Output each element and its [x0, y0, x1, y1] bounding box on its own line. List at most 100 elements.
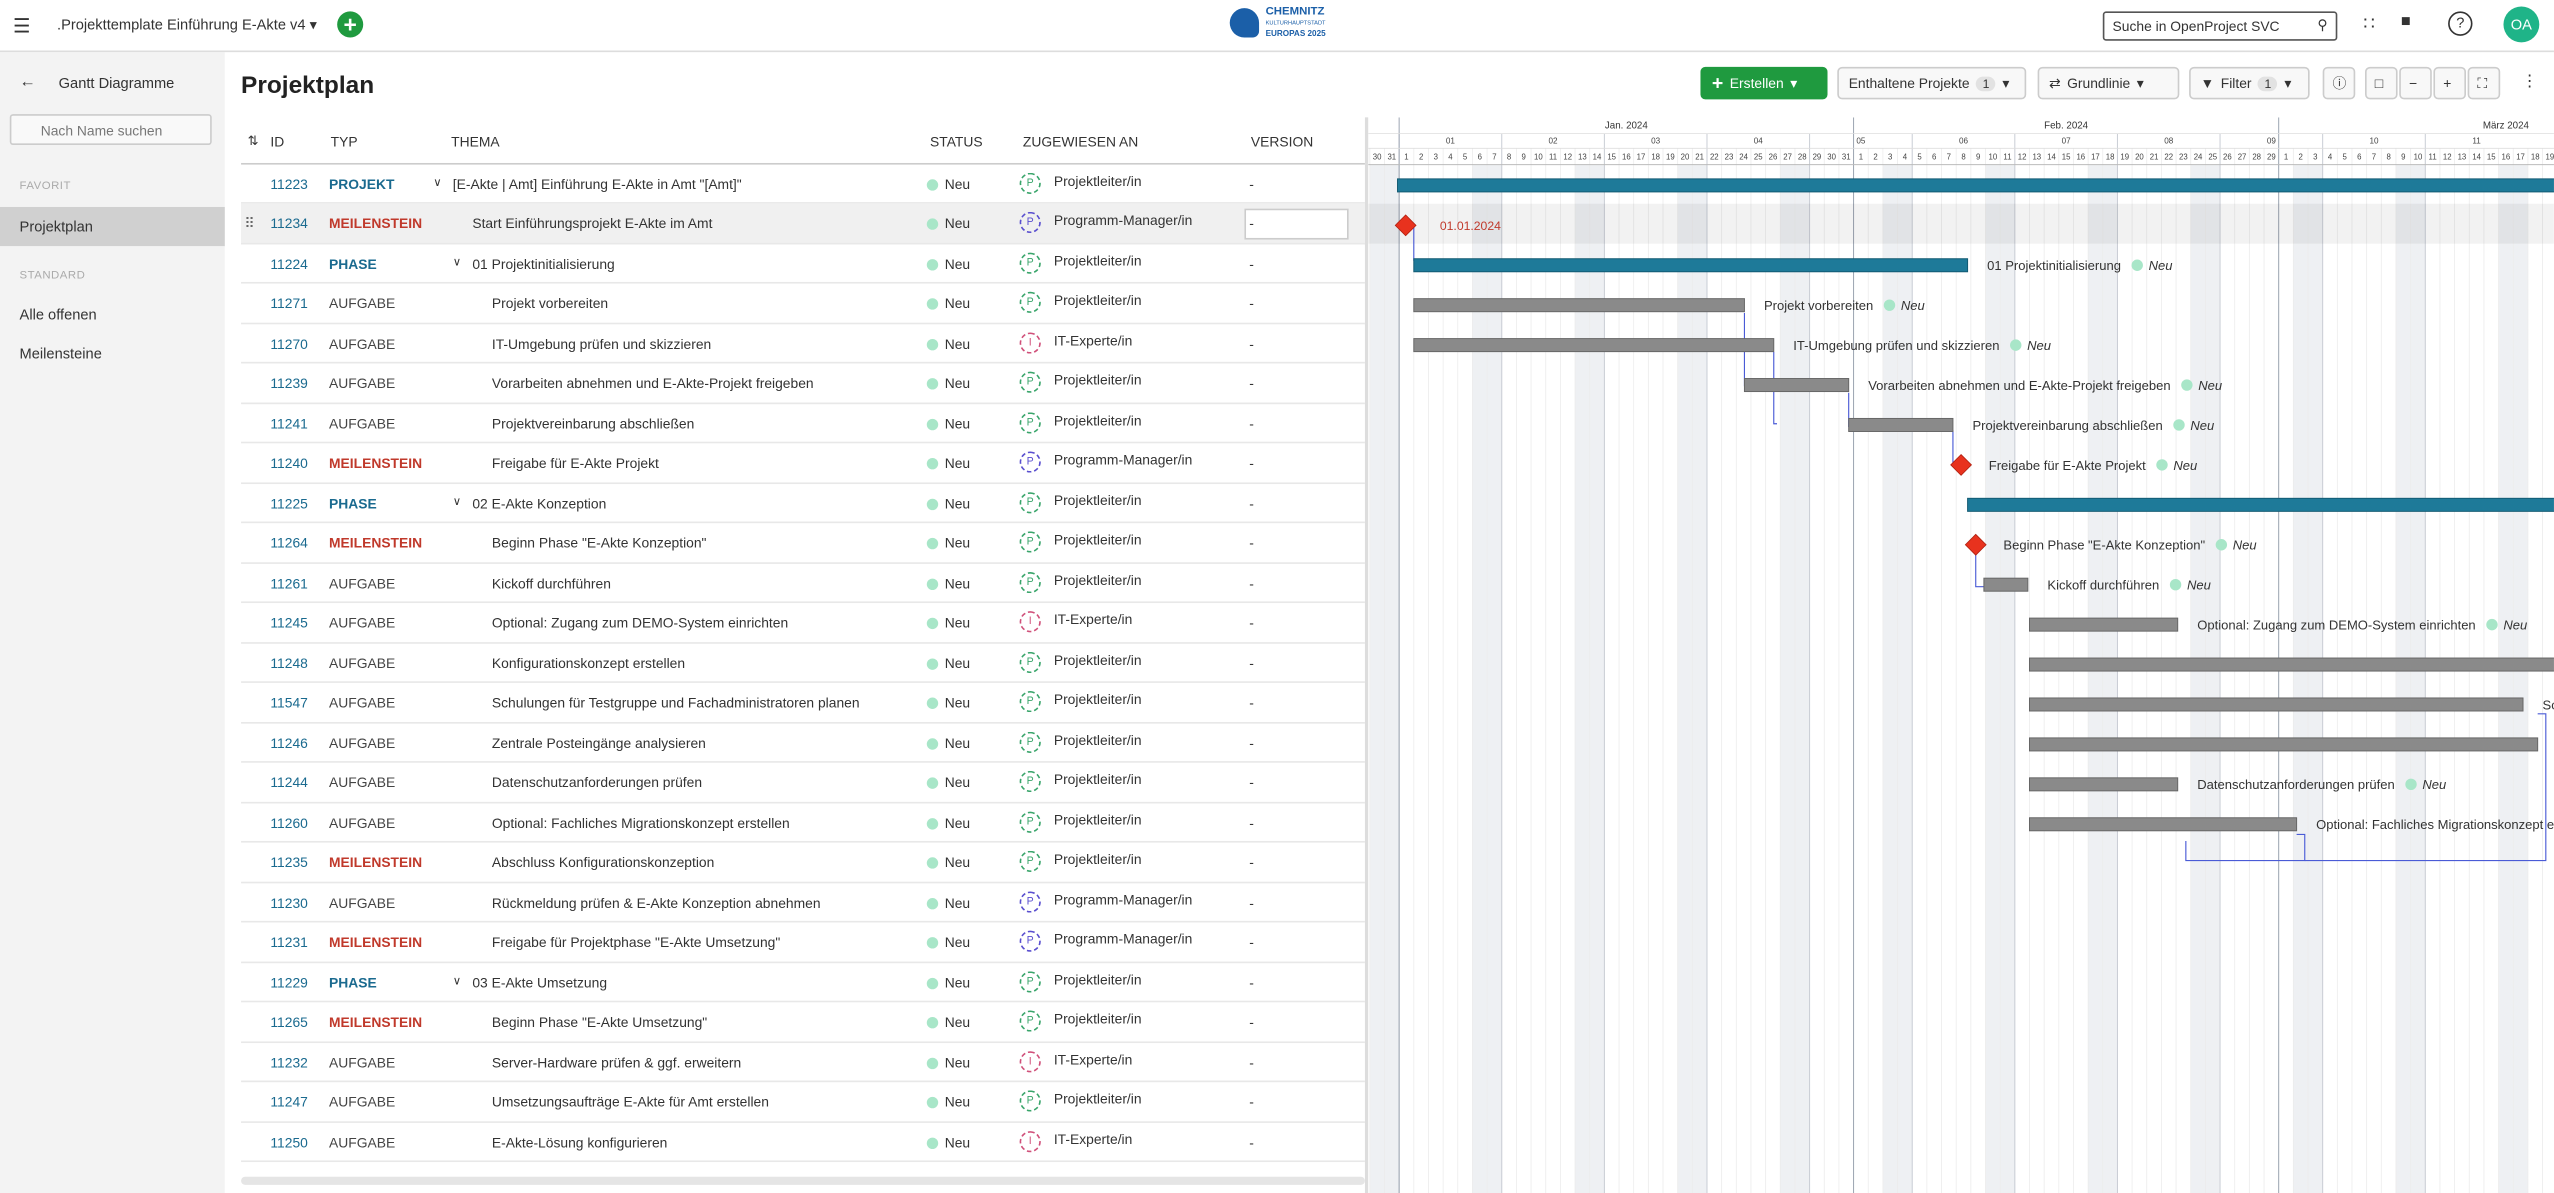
week-label: 08	[2164, 136, 2174, 145]
search-box[interactable]: Suche in OpenProject SVC ⚲	[2102, 11, 2338, 41]
expand-toggle[interactable]: ∨	[452, 256, 462, 269]
column-header[interactable]: TYP	[330, 133, 358, 150]
sort-icon[interactable]: ⇅	[247, 133, 259, 149]
cell-id[interactable]: 11239	[270, 374, 308, 392]
assignee-avatar: P	[1019, 531, 1041, 553]
table-row[interactable]: 11241 AUFGABE Projektvereinbarung abschlie…	[241, 403, 1365, 444]
add-button[interactable]: +	[337, 11, 364, 38]
table-row[interactable]: 11223 PROJEKT ∨ [E-Akte | Amt] Einführung E…	[241, 164, 1365, 204]
table-row[interactable]: 11235 MEILENSTEIN Abschluss Konfigurations…	[241, 843, 1365, 883]
table-row[interactable]: 11248 AUFGABE Konfigurationskonzept erstel…	[241, 643, 1365, 683]
table-row[interactable]: 11245 AUFGABE Optional: Zugang zum DEMO-Sy…	[241, 603, 1365, 643]
column-header[interactable]: VERSION	[1250, 133, 1314, 150]
cell-id[interactable]: 11235	[270, 854, 308, 871]
table-row[interactable]: 11547 AUFGABE Schulungen für Testgruppe un…	[241, 683, 1365, 723]
cell-id[interactable]: 11234	[270, 215, 308, 232]
cell-id[interactable]: 11246	[270, 734, 308, 751]
cell-status: Neu	[926, 204, 970, 244]
help-icon[interactable]: ?	[2448, 11, 2473, 36]
sidebar-item[interactable]: Alle offenen	[19, 306, 97, 323]
expand-toggle[interactable]: ∨	[452, 496, 462, 508]
baseline-button[interactable]: ⇄ Grundlinie ▾	[2037, 66, 2180, 100]
create-button[interactable]: + Erstellen ▾	[1700, 66, 1828, 100]
cell-id[interactable]: 11247	[270, 1093, 308, 1110]
cell-version: -	[1249, 574, 1254, 591]
table-row[interactable]: 11270 AUFGABE IT-Umgebung prüfen und skizz…	[241, 324, 1365, 364]
sidebar-search[interactable]: Nach Name suchen	[9, 114, 212, 146]
version-input[interactable]	[1244, 208, 1349, 240]
table-row[interactable]: 11260 AUFGABE Optional: Fachliches Migrati…	[241, 803, 1365, 843]
user-avatar[interactable]: OA	[2503, 6, 2540, 43]
cell-id[interactable]: 11229	[270, 973, 308, 991]
cell-id[interactable]: 11224	[270, 255, 308, 272]
info-button[interactable]: ⓘ	[2322, 66, 2356, 100]
cell-id[interactable]: 11265	[270, 1013, 308, 1031]
cell-id[interactable]: 11547	[270, 694, 308, 711]
cell-id[interactable]: 11264	[270, 534, 308, 551]
day-label: 13	[2458, 153, 2467, 162]
notifications-icon[interactable]: ■	[2400, 13, 2411, 31]
table-row[interactable]: 11230 AUFGABE Rückmeldung prüfen & E-Akte …	[241, 883, 1365, 923]
projects-button[interactable]: Enthaltene Projekte 1 ▾	[1837, 66, 2027, 100]
table-row[interactable]: 11231 MEILENSTEIN Freigabe für Projektphas…	[241, 922, 1365, 963]
status-dot	[926, 737, 939, 749]
status-dot	[2156, 459, 2168, 471]
cell-id[interactable]: 11241	[270, 414, 308, 432]
table-row[interactable]: 11271 AUFGABE Projekt vorbereiten Neu P Proje…	[241, 284, 1365, 324]
column-header[interactable]: THEMA	[451, 133, 500, 150]
table-row[interactable]: 11224 PHASE ∨ 01 Projektinitialisierung Neu P…	[241, 244, 1365, 284]
table-row[interactable]: 11239 AUFGABE Vorarbeiten abnehmen und E-A…	[241, 363, 1365, 404]
cell-id[interactable]: 11244	[270, 774, 308, 791]
table-row[interactable]: 11244 AUFGABE Datenschutzanforderungen prü…	[241, 763, 1365, 803]
table-row[interactable]: 11234 MEILENSTEIN Start Einführungsprojekt…	[241, 203, 1365, 244]
weekend-column	[1985, 164, 2001, 1193]
cell-id[interactable]: 11230	[270, 893, 308, 911]
table-row[interactable]: 11232 AUFGABE Server-Hardware prüfen & ggf…	[241, 1042, 1365, 1083]
sidebar-item[interactable]: Meilensteine	[19, 345, 102, 362]
table-row[interactable]: 11261 AUFGABE Kickoff durchführen Neu P Proje…	[241, 563, 1365, 604]
cell-id[interactable]: 11240	[270, 454, 308, 472]
back-button[interactable]: ←	[19, 73, 36, 92]
column-header[interactable]: ZUGEWIESEN AN	[1022, 133, 1139, 150]
zoom-auto-button[interactable]: □	[2365, 66, 2398, 100]
table-row[interactable]: 11265 MEILENSTEIN Beginn Phase "E-Akte Ums…	[241, 1002, 1365, 1043]
sidebar-item[interactable]: Projektplan	[19, 218, 93, 235]
cell-id[interactable]: 11248	[270, 654, 308, 671]
cell-id[interactable]: 11250	[270, 1133, 308, 1150]
cell-id[interactable]: 11260	[270, 814, 308, 831]
cell-id[interactable]: 11271	[270, 294, 308, 312]
table-row[interactable]: 11229 PHASE ∨ 03 E-Akte Umsetzung Neu P Projek…	[241, 962, 1365, 1003]
project-select[interactable]: .Projekttemplate Einführung E-Akte v4 ▾	[57, 16, 317, 33]
cell-id[interactable]: 11232	[270, 1053, 308, 1070]
drag-handle[interactable]: ⠿	[244, 215, 255, 232]
more-button[interactable]: ⋮	[2521, 73, 2538, 92]
cell-id[interactable]: 11245	[270, 614, 308, 631]
day-label: 27	[1783, 153, 1792, 162]
table-row[interactable]: 11250 AUFGABE E-Akte-Lösung konfigurieren N…	[241, 1122, 1365, 1163]
filter-button[interactable]: ▼ Filter 1 ▾	[2189, 66, 2310, 100]
assignee-avatar: P	[1019, 730, 1041, 753]
cell-version: -	[1249, 414, 1254, 432]
cell-id[interactable]: 11225	[270, 494, 308, 511]
modules-icon[interactable]: ∷	[2363, 14, 2375, 35]
menu-button[interactable]: ☰	[13, 14, 31, 38]
column-header[interactable]: ID	[270, 133, 285, 150]
cell-id[interactable]: 11261	[270, 574, 308, 591]
cell-id[interactable]: 11231	[270, 933, 308, 951]
table-row[interactable]: 11240 MEILENSTEIN Freigabe für E-Akte Proj…	[241, 443, 1365, 484]
table-row[interactable]: 11225 PHASE ∨ 02 E-Akte Konzeption Neu P Proje…	[241, 483, 1365, 524]
status-dot	[2173, 419, 2185, 431]
zoom-out-button[interactable]: −	[2399, 66, 2432, 100]
status-label: Neu	[944, 175, 971, 192]
fullscreen-button[interactable]: ⛶	[2467, 66, 2501, 100]
zoom-in-button[interactable]: +	[2433, 66, 2467, 100]
cell-id[interactable]: 11270	[270, 334, 308, 352]
cell-id[interactable]: 11223	[270, 175, 308, 192]
column-header[interactable]: STATUS	[930, 133, 983, 150]
table-row[interactable]: 11264 MEILENSTEIN Beginn Phase "E-Akte Kon…	[241, 523, 1365, 564]
table-row[interactable]: 11247 AUFGABE Umsetzungsaufträge E-Akte fü…	[241, 1082, 1365, 1123]
table-row[interactable]: 11246 AUFGABE Zentrale Posteingänge analys…	[241, 723, 1365, 763]
expand-toggle[interactable]: ∨	[433, 176, 442, 189]
splitter[interactable]	[1364, 117, 1369, 1193]
expand-toggle[interactable]: ∨	[452, 975, 462, 987]
